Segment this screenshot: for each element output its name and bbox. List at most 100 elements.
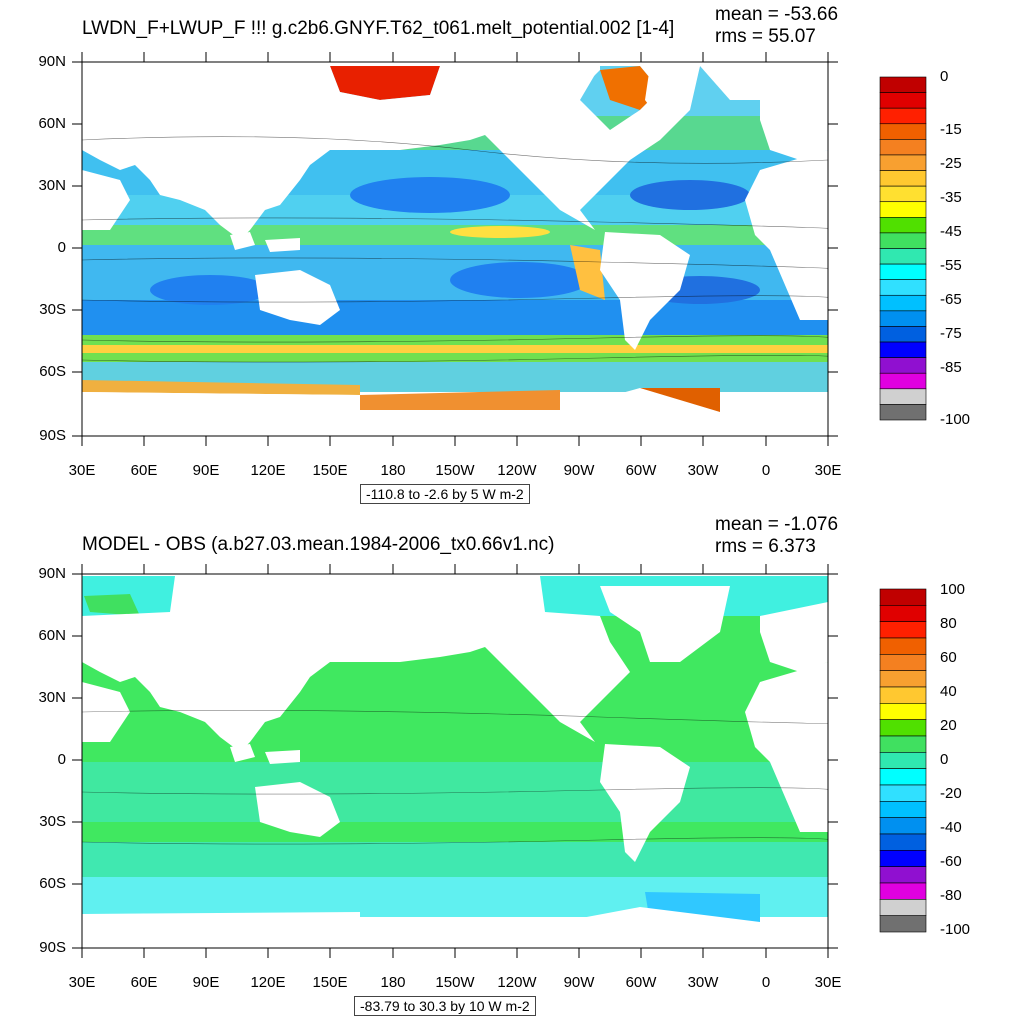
colorbar-swatch: [879, 637, 927, 655]
lon-label: 180: [380, 974, 406, 991]
lat-label: 90N: [38, 565, 66, 582]
lon-label: 90E: [192, 974, 220, 991]
colorbar-swatch: [879, 784, 927, 802]
lon-label: 150E: [312, 462, 348, 479]
lat-label: 0: [57, 751, 66, 768]
colorbar-swatch: [879, 341, 927, 358]
colorbar-swatch: [879, 217, 927, 234]
colorbar-swatch: [879, 703, 927, 720]
lon-label: 0: [761, 462, 771, 479]
colorbar-swatch: [879, 76, 927, 93]
colorbar-label: 100: [940, 581, 966, 598]
lon-label: 90W: [563, 462, 595, 479]
lon-label: 60E: [130, 974, 158, 991]
panel-title: MODEL - OBS (a.b27.03.mean.1984-2006_tx0…: [82, 534, 555, 555]
contour-range-label: -83.79 to 30.3 by 10 W m-2: [354, 996, 536, 1016]
colorbar-swatch: [879, 588, 927, 606]
mean-value: mean = -53.66: [715, 4, 839, 25]
rms-value: rms = 6.373: [715, 536, 816, 557]
lon-label: 90W: [563, 974, 595, 991]
lat-label: 30N: [38, 689, 66, 706]
lon-label: 0: [761, 974, 771, 991]
colorbar-swatch: [879, 404, 927, 421]
colorbar-label: -100: [940, 411, 971, 428]
lon-label: 30E: [68, 462, 96, 479]
colorbar-swatch: [879, 123, 927, 140]
contour-range-label: -110.8 to -2.6 by 5 W m-2: [360, 484, 530, 504]
axis-ticks-top: [72, 52, 838, 446]
colorbar-swatch: [879, 232, 927, 249]
colorbar-bottom: [879, 588, 927, 933]
lon-label: 120E: [250, 974, 286, 991]
colorbar-swatch: [879, 326, 927, 343]
colorbar-swatch: [879, 621, 927, 639]
colorbar-label: 80: [940, 615, 957, 632]
map-bottom: [72, 564, 927, 958]
colorbar-swatch: [879, 201, 927, 218]
colorbar-swatch: [879, 310, 927, 327]
lon-label: 180: [380, 462, 406, 479]
colorbar-swatch: [879, 263, 927, 280]
colorbar-label: 60: [940, 649, 957, 666]
mean-value: mean = -1.076: [715, 514, 839, 535]
colorbar-swatch: [879, 388, 927, 405]
panel-bottom: MODEL - OBS (a.b27.03.mean.1984-2006_tx0…: [0, 512, 1024, 1024]
lon-label: 60W: [625, 974, 657, 991]
lat-label: 30N: [38, 177, 66, 194]
colorbar-swatch: [879, 372, 927, 390]
colorbar-swatch: [879, 670, 927, 688]
colorbar-swatch: [879, 768, 927, 786]
map-top: [72, 52, 927, 446]
colorbar-swatch: [879, 139, 927, 156]
colorbar-swatch: [879, 654, 927, 671]
lat-label: 90S: [39, 427, 66, 444]
colorbar-swatch: [879, 170, 927, 187]
colorbar-swatch: [879, 833, 927, 851]
lat-label: 0: [57, 239, 66, 256]
colorbar-label: -20: [940, 785, 962, 802]
colorbar-swatch: [879, 605, 927, 622]
lon-label: 150W: [435, 462, 475, 479]
colorbar-swatch: [879, 92, 927, 109]
colorbar-swatch: [879, 248, 927, 265]
lon-label: 30E: [68, 974, 96, 991]
lon-label: 120E: [250, 462, 286, 479]
lon-label: 120W: [497, 974, 537, 991]
colorbar-swatch: [879, 817, 927, 835]
lat-label: 90N: [38, 53, 66, 70]
colorbar-label: 0: [940, 68, 949, 85]
lat-label: 90S: [39, 939, 66, 956]
lat-label: 30S: [39, 813, 66, 830]
colorbar-swatch: [879, 801, 927, 818]
colorbar-label: -85: [940, 359, 962, 376]
lat-label: 30S: [39, 301, 66, 318]
colorbar-swatch: [879, 915, 927, 933]
lon-label: 150E: [312, 974, 348, 991]
colorbar-swatch: [879, 899, 927, 916]
colorbar-swatch: [879, 850, 927, 867]
ocean-field-bottom: [82, 576, 828, 948]
axis-ticks-bottom: [72, 564, 838, 958]
lon-label: 90E: [192, 462, 220, 479]
colorbar-swatch: [879, 719, 927, 737]
panel-top: LWDN_F+LWUP_F !!! g.c2b6.GNYF.T62_t061.m…: [38, 4, 971, 504]
colorbar-label: -15: [940, 121, 962, 138]
lat-label: 60N: [38, 627, 66, 644]
colorbar-swatch: [879, 185, 927, 203]
colorbar-label: -55: [940, 257, 962, 274]
colorbar-label: -25: [940, 155, 962, 172]
rms-value: rms = 55.07: [715, 26, 816, 47]
colorbar-swatch: [879, 752, 927, 769]
ocean-field-top: [82, 66, 828, 436]
colorbar-label: 0: [940, 751, 949, 768]
colorbar-label: -80: [940, 887, 962, 904]
colorbar-label: -45: [940, 223, 962, 240]
colorbar-swatch: [879, 686, 927, 704]
colorbar-swatch: [879, 294, 927, 312]
panel-title: LWDN_F+LWUP_F !!! g.c2b6.GNYF.T62_t061.m…: [82, 18, 675, 39]
colorbar-label: -60: [940, 853, 962, 870]
colorbar-label: 20: [940, 717, 957, 734]
colorbar-top: [879, 76, 927, 421]
colorbar-label: -65: [940, 291, 962, 308]
lon-label: 30E: [814, 974, 842, 991]
